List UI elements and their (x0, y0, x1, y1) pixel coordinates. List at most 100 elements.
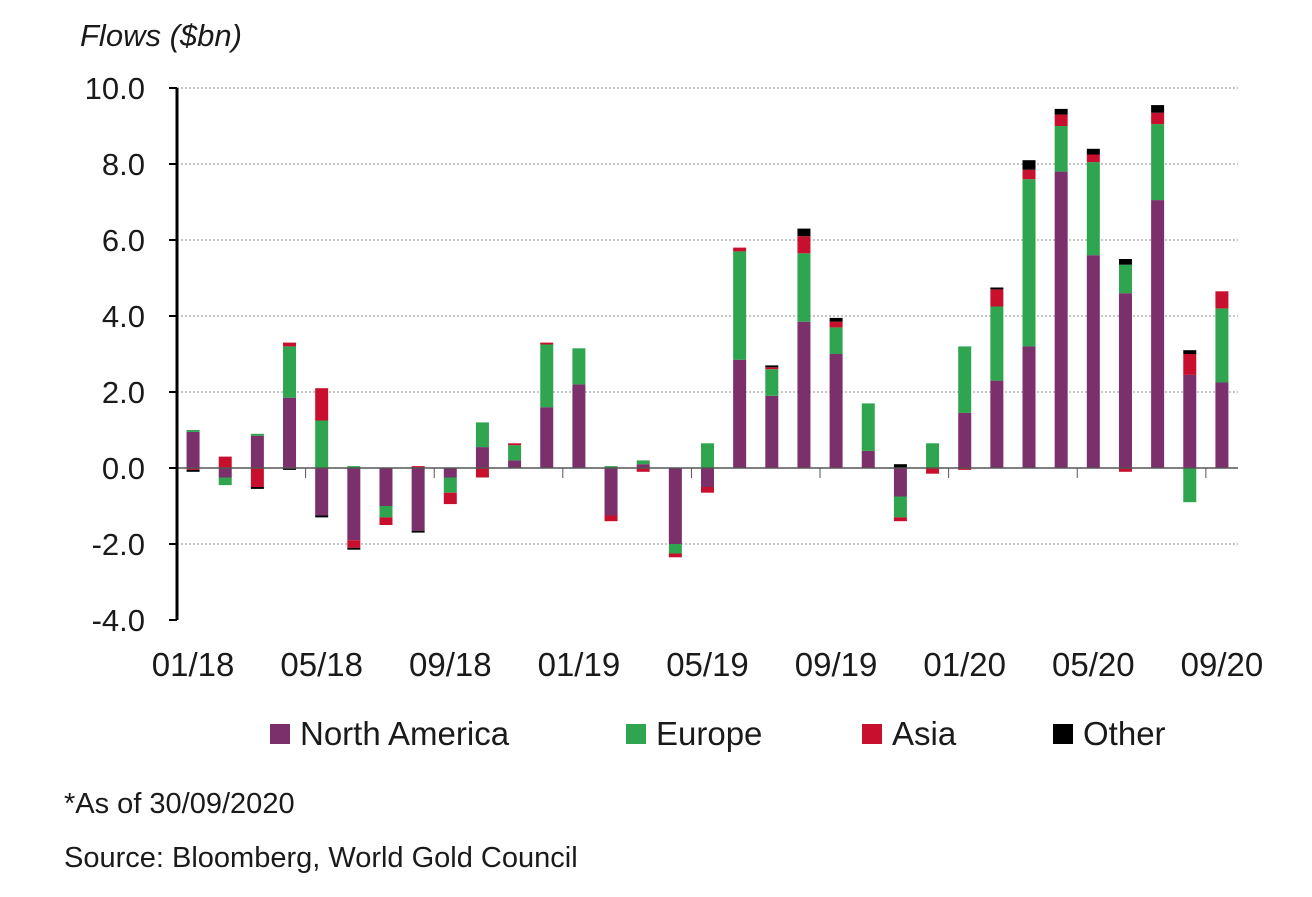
legend-item-other: Other (1053, 715, 1166, 753)
bar-segment-asia (411, 466, 425, 468)
y-axis-title: Flows ($bn) (80, 18, 242, 53)
bar-segment-europe (347, 466, 361, 468)
bar-segment-asia (701, 487, 714, 493)
bar-segment-europe (1022, 179, 1036, 347)
bar-segment-other (411, 530, 425, 533)
bar-segment-europe (893, 496, 907, 518)
bar-segment-europe (765, 369, 779, 396)
bar-segment-asia (315, 388, 329, 421)
bar-segment-europe (315, 420, 329, 468)
bar-segment-north-america (958, 412, 972, 468)
bar-segment-north-america (1118, 293, 1132, 468)
legend-item-europe: Europe (626, 715, 762, 753)
legend-swatch-other (1053, 724, 1073, 744)
legend-swatch-asia (862, 724, 882, 744)
bar-segment-europe (926, 443, 940, 468)
bar-segment-asia (893, 517, 907, 522)
bar-segment-north-america (186, 431, 200, 468)
bar-segment-europe (990, 306, 1004, 381)
x-tick-label: 01/19 (538, 646, 621, 683)
bar-segment-north-america (733, 359, 747, 468)
bar-segment-north-america (508, 460, 522, 468)
bar-segment-north-america (572, 384, 586, 468)
source-note: Source: Bloomberg, World Gold Council (64, 842, 578, 874)
bar-segment-north-america (315, 468, 329, 516)
bar-segment-europe (1086, 162, 1100, 256)
bar-segment-europe (1151, 124, 1165, 201)
bar-segment-north-america (701, 468, 714, 487)
x-tick-label: 05/18 (280, 646, 363, 683)
y-tick-label: -2.0 (92, 527, 145, 562)
bar-segment-asia (1054, 114, 1068, 126)
bar-segment-other (1086, 148, 1100, 155)
bar-segment-europe (443, 477, 457, 493)
bar-segment-north-america (1086, 255, 1100, 468)
bar-segment-asia (797, 236, 811, 254)
bar-segment-europe (636, 460, 650, 465)
bar-segment-other (829, 317, 843, 322)
bar-segment-asia (283, 342, 297, 347)
bar-segment-other (893, 464, 907, 468)
bar-segment-asia (1183, 354, 1197, 375)
bar-segment-europe (218, 477, 232, 486)
bar-segment-asia (250, 468, 264, 487)
x-tick-label: 09/18 (409, 646, 492, 683)
bar-segment-asia (1022, 169, 1036, 180)
bar-segment-north-america (1022, 346, 1036, 468)
x-tick-label: 09/20 (1181, 646, 1264, 683)
bar-segment-other (1118, 259, 1132, 265)
bar-segment-europe (733, 251, 747, 360)
legend-label-other: Other (1083, 715, 1166, 752)
bar-segment-north-america (540, 407, 554, 468)
bar-segment-asia (218, 456, 232, 468)
bar-segment-north-america (283, 397, 297, 468)
bar-segment-north-america (475, 447, 489, 468)
bar-segment-europe (701, 443, 714, 468)
bar-segment-asia (926, 468, 940, 474)
bar-segment-north-america (861, 450, 875, 468)
bar-segment-asia (508, 443, 522, 446)
bar-segment-other (797, 228, 811, 237)
legend-label-europe: Europe (656, 715, 763, 752)
bar-segment-asia (668, 553, 682, 558)
bar-segment-asia (443, 492, 457, 505)
bar-segment-europe (572, 348, 586, 385)
bar-segment-europe (283, 346, 297, 398)
bar-segment-north-america (1215, 382, 1229, 468)
bar-segment-north-america (379, 468, 393, 506)
y-tick-label: 0.0 (102, 451, 145, 486)
x-tick-label: 05/20 (1052, 646, 1135, 683)
y-tick-label: -4.0 (92, 603, 145, 638)
bar-segment-north-america (668, 468, 682, 544)
bar-segment-other (186, 469, 200, 472)
bar-segment-asia (186, 468, 200, 470)
bar-segment-asia (347, 540, 361, 548)
bar-segment-north-america (636, 464, 650, 468)
bar-segment-europe (861, 403, 875, 451)
bar-segment-europe (1118, 264, 1132, 294)
bar-segment-europe (250, 433, 264, 436)
bar-segment-europe (668, 544, 682, 554)
bar-segment-north-america (604, 468, 618, 516)
bar-segment-asia (765, 367, 779, 370)
bar-segment-north-america (1054, 171, 1068, 468)
bar-segment-north-america (765, 395, 779, 468)
bar-segment-north-america (218, 468, 232, 478)
bar-segment-europe (379, 506, 393, 518)
bar-segment-asia (733, 247, 747, 252)
bar-segment-asia (829, 321, 843, 328)
bar-segment-europe (1215, 308, 1229, 383)
bar-segment-europe (186, 430, 200, 432)
bar-segment-europe (604, 466, 618, 468)
bar-segment-other (1022, 160, 1036, 170)
bar-segment-asia (990, 289, 1004, 307)
footnote: *As of 30/09/2020 (64, 788, 295, 820)
bar-segment-other (347, 547, 361, 550)
bar-segment-europe (1183, 468, 1197, 503)
bar-segment-asia (604, 515, 618, 522)
bar-segment-europe (540, 344, 554, 408)
bar-segment-europe (1054, 126, 1068, 172)
bar-segment-asia (475, 468, 489, 478)
bar-segment-other (765, 365, 779, 368)
bar-segment-north-america (411, 468, 425, 531)
